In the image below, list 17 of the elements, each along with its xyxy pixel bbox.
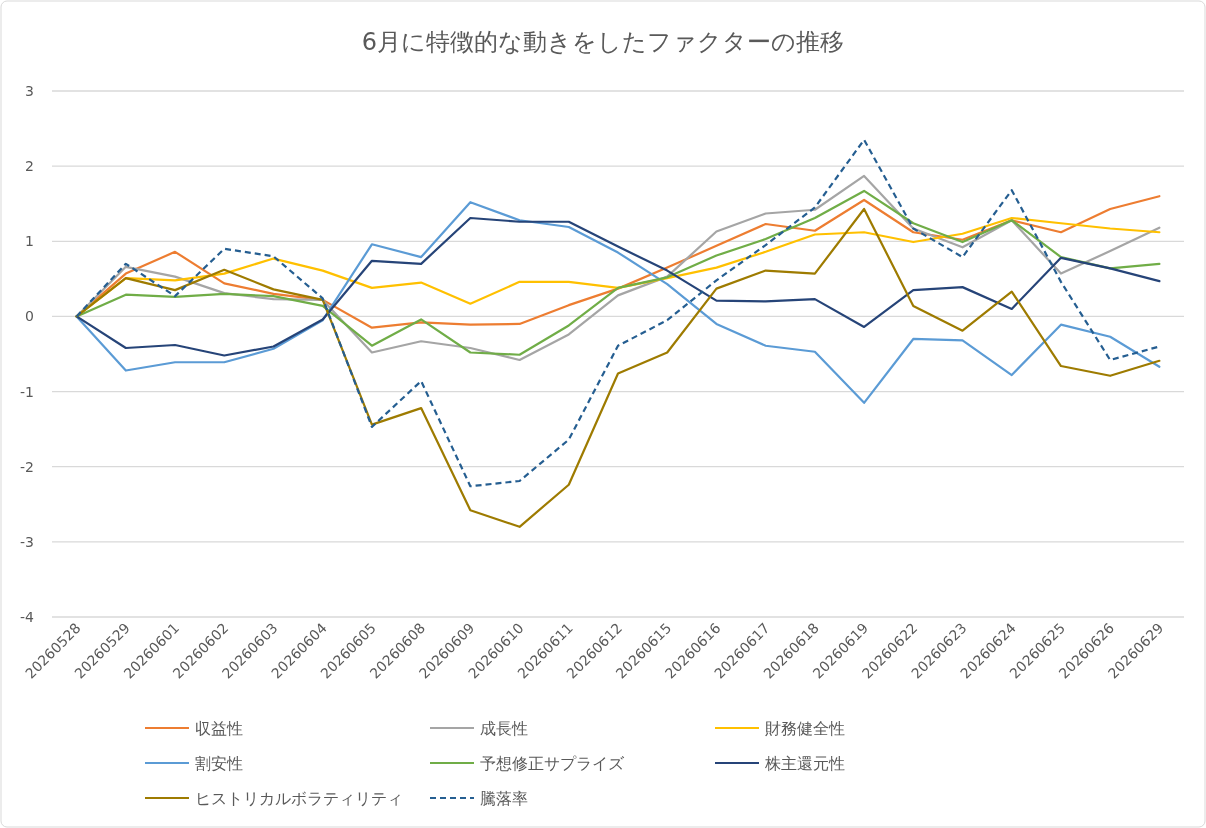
legend-label: 割安性	[195, 754, 243, 773]
y-tick-label: 3	[25, 83, 34, 99]
y-tick-label: -4	[20, 609, 35, 625]
y-tick-label: -1	[20, 383, 34, 400]
legend-label: 成長性	[480, 719, 528, 738]
title: 6月に特徴的な動きをしたファクターの推移	[361, 28, 845, 56]
legend-label: 予想修正サプライズ	[480, 754, 625, 773]
legend-label: ヒストリカルボラティリティ	[195, 789, 403, 808]
legend-label: 騰落率	[480, 789, 528, 808]
y-tick-label: 2	[25, 158, 34, 175]
y-tick-label: 1	[25, 233, 34, 250]
legend-label: 財務健全性	[765, 719, 845, 738]
y-tick-label: -3	[20, 533, 34, 550]
legend-label: 株主還元性	[764, 754, 845, 773]
y-tick-label: 0	[25, 308, 34, 325]
legend-label: 収益性	[195, 719, 243, 738]
y-tick-label: -2	[20, 458, 34, 475]
